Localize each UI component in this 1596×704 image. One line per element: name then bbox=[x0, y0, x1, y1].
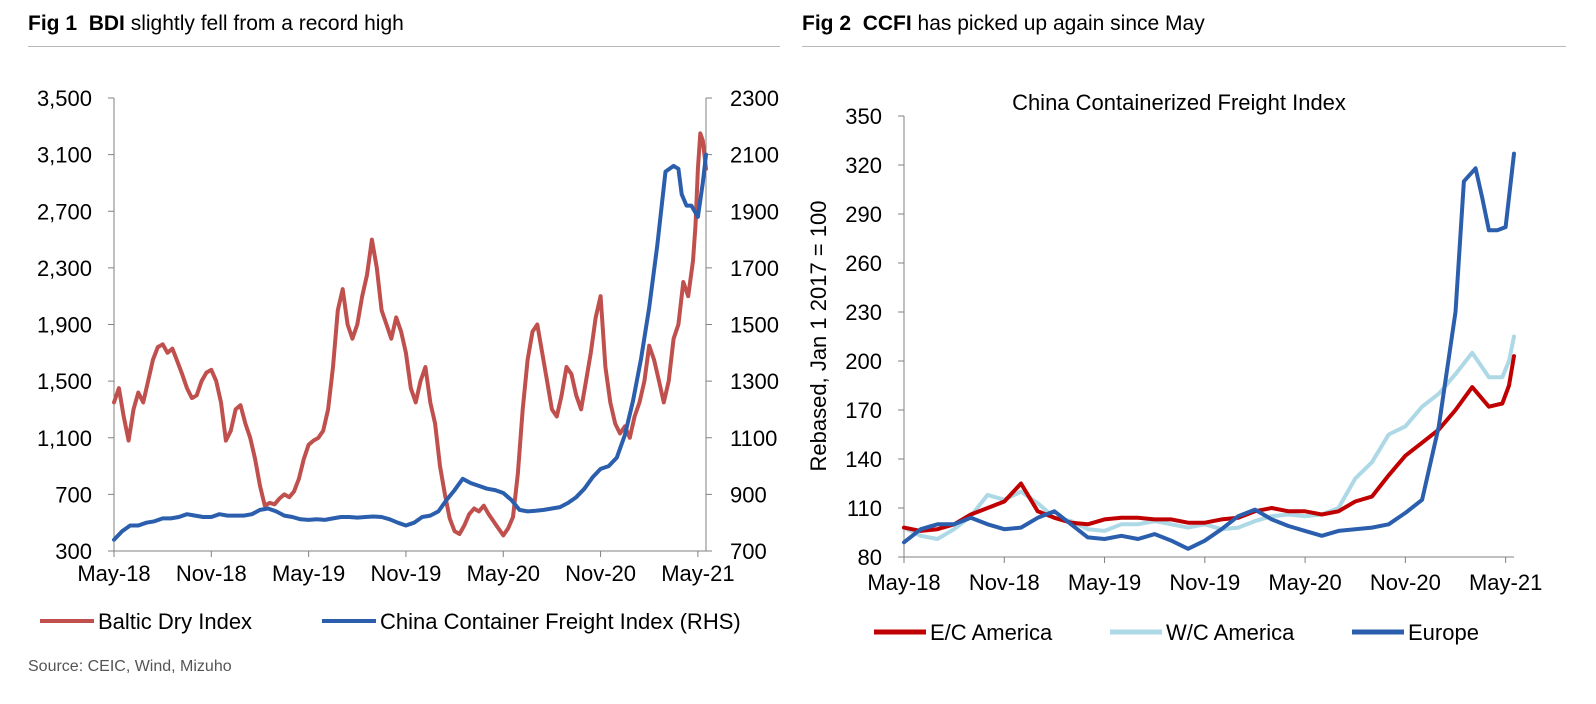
y-tick-label: 350 bbox=[845, 104, 882, 129]
fig1-bold: BDI bbox=[88, 12, 125, 35]
bdi-ccfi-chart: 300 700 1,100 1,500 1,900 2,300 2,700 3,100 3,50… bbox=[37, 86, 779, 634]
right-tick-label: 900 bbox=[730, 482, 767, 507]
x-tick-label: May-19 bbox=[272, 561, 345, 586]
left-tick-label: 2,700 bbox=[37, 199, 92, 224]
right-tick-label: 1500 bbox=[730, 313, 779, 338]
left-tick-label: 1,100 bbox=[37, 426, 92, 451]
left-tick-label: 1,500 bbox=[37, 369, 92, 394]
legend-label: Baltic Dry Index bbox=[98, 609, 252, 634]
y-tick-label: 170 bbox=[845, 398, 882, 423]
right-tick-label: 1300 bbox=[730, 369, 779, 394]
y-axis-label: Rebased, Jan 1 2017 = 100 bbox=[806, 201, 831, 472]
left-tick-label: 300 bbox=[55, 539, 92, 564]
fig2-rest: has picked up again since May bbox=[911, 12, 1205, 35]
x-tick-label: Nov-20 bbox=[1370, 570, 1441, 595]
y-tick-label: 320 bbox=[845, 153, 882, 178]
europe-series-line bbox=[902, 151, 1516, 551]
x-tick-label: Nov-18 bbox=[176, 561, 247, 586]
y-tick-label: 80 bbox=[858, 545, 882, 570]
legend-label: China Container Freight Index (RHS) bbox=[380, 609, 741, 634]
wc-america-series-line bbox=[902, 334, 1516, 541]
right-tick-label: 1700 bbox=[730, 256, 779, 281]
legend-label: W/C America bbox=[1166, 620, 1295, 645]
fig1-rule bbox=[28, 46, 780, 47]
chart-title: China Containerized Freight Index bbox=[1012, 90, 1346, 115]
right-tick-label: 1900 bbox=[730, 199, 779, 224]
y-tick-label: 230 bbox=[845, 300, 882, 325]
source-note: Source: CEIC, Wind, Mizuho bbox=[28, 658, 232, 675]
x-tick-label: Nov-19 bbox=[370, 561, 441, 586]
fig2-title: Fig 2 CCFI has picked up again since May bbox=[802, 12, 1205, 36]
right-tick-label: 1100 bbox=[730, 426, 777, 451]
y-tick-label: 200 bbox=[845, 349, 882, 374]
x-tick-label: May-19 bbox=[1068, 570, 1141, 595]
x-tick-label: Nov-20 bbox=[565, 561, 636, 586]
legend-label: E/C America bbox=[930, 620, 1053, 645]
x-tick-label: Nov-19 bbox=[1169, 570, 1240, 595]
left-tick-label: 3,500 bbox=[37, 86, 92, 111]
ec-america-series-line bbox=[902, 354, 1516, 533]
left-tick-label: 3,100 bbox=[37, 143, 92, 168]
x-tick-label: May-20 bbox=[467, 561, 540, 586]
fig2-rule bbox=[802, 46, 1566, 47]
fig1-label: Fig 1 bbox=[28, 12, 78, 35]
y-tick-label: 140 bbox=[845, 447, 882, 472]
legend-label: Europe bbox=[1408, 620, 1479, 645]
ccfi-rebased-chart: China Containerized Freight Index 80 110 14… bbox=[806, 90, 1542, 645]
y-tick-label: 110 bbox=[847, 496, 882, 521]
x-tick-label: May-18 bbox=[77, 561, 150, 586]
fig2-label: Fig 2 bbox=[802, 12, 852, 35]
left-tick-label: 700 bbox=[55, 482, 92, 507]
left-tick-label: 2,300 bbox=[37, 256, 92, 281]
x-tick-label: May-21 bbox=[661, 561, 734, 586]
y-tick-label: 290 bbox=[845, 202, 882, 227]
fig2-bold: CCFI bbox=[862, 12, 912, 35]
ccfi-series-line bbox=[112, 152, 708, 542]
bdi-series-line bbox=[112, 131, 708, 538]
right-tick-label: 700 bbox=[730, 539, 767, 564]
fig1-title: Fig 1 BDI slightly fell from a record hi… bbox=[28, 12, 404, 36]
x-tick-label: May-21 bbox=[1469, 570, 1542, 595]
x-tick-label: May-20 bbox=[1268, 570, 1341, 595]
y-tick-label: 260 bbox=[845, 251, 882, 276]
left-tick-label: 1,900 bbox=[37, 313, 92, 338]
fig1-rest: slightly fell from a record high bbox=[124, 12, 404, 35]
x-tick-label: Nov-18 bbox=[969, 570, 1040, 595]
right-tick-label: 2100 bbox=[730, 143, 779, 168]
x-tick-label: May-18 bbox=[867, 570, 940, 595]
right-tick-label: 2300 bbox=[730, 86, 779, 111]
